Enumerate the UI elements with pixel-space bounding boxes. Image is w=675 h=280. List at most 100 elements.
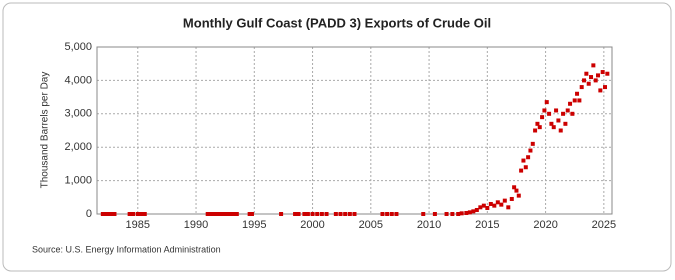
point — [394, 212, 399, 216]
point — [542, 108, 547, 113]
point — [385, 212, 390, 216]
point — [547, 111, 552, 116]
point — [523, 165, 528, 170]
point — [112, 212, 117, 216]
point — [579, 85, 584, 90]
point — [544, 100, 549, 105]
point — [459, 211, 464, 216]
point — [305, 212, 310, 216]
point — [421, 212, 426, 216]
point — [450, 212, 455, 216]
point — [572, 98, 577, 103]
x-tick-label: 2020 — [533, 219, 557, 231]
point — [565, 108, 570, 113]
point — [234, 212, 239, 216]
x-tick-label: 2010 — [417, 219, 441, 231]
point — [127, 212, 132, 216]
x-tick-label: 1995 — [242, 219, 266, 231]
point — [249, 212, 254, 216]
point — [214, 212, 219, 216]
point — [591, 63, 596, 68]
point — [570, 111, 575, 116]
point — [347, 212, 352, 216]
y-tick-label: 4,000 — [64, 74, 92, 86]
point — [526, 155, 531, 160]
point — [293, 212, 298, 216]
frame — [2, 2, 672, 272]
point — [485, 205, 490, 210]
point — [211, 212, 216, 216]
point — [561, 111, 566, 116]
point — [217, 212, 222, 216]
point — [509, 196, 514, 201]
point — [586, 81, 591, 86]
point — [582, 78, 587, 83]
point — [456, 212, 461, 216]
point — [551, 125, 556, 130]
point — [220, 212, 225, 216]
point — [575, 91, 580, 96]
point — [512, 185, 517, 190]
point — [471, 209, 476, 214]
point — [205, 212, 210, 216]
point — [603, 85, 608, 90]
point — [319, 212, 324, 216]
x-tick-label: 2005 — [359, 219, 383, 231]
point — [432, 212, 437, 216]
point — [600, 70, 605, 75]
point — [481, 203, 486, 208]
point — [389, 212, 394, 216]
x-tick-label: 1990 — [184, 219, 208, 231]
point — [598, 88, 603, 93]
point — [464, 210, 469, 215]
point — [474, 207, 479, 212]
point — [568, 101, 573, 106]
point — [535, 121, 540, 126]
point — [605, 71, 610, 76]
point — [540, 115, 545, 120]
point — [296, 212, 301, 216]
point — [521, 158, 526, 163]
point — [208, 212, 213, 216]
point — [549, 121, 554, 126]
point — [563, 121, 568, 126]
point — [352, 212, 357, 216]
point — [556, 118, 561, 123]
point — [516, 193, 521, 198]
y-tick-label: 3,000 — [64, 108, 92, 120]
point — [103, 212, 108, 216]
point — [558, 128, 563, 133]
y-tick-label: 1,000 — [64, 175, 92, 187]
point — [584, 71, 589, 76]
point — [226, 212, 231, 216]
x-tick-label: 2025 — [592, 219, 616, 231]
point — [495, 200, 500, 205]
point — [343, 212, 348, 216]
point — [502, 198, 507, 203]
point — [338, 212, 343, 216]
point — [537, 125, 542, 130]
point — [488, 201, 493, 206]
point — [514, 188, 519, 193]
point — [593, 78, 598, 83]
point — [596, 73, 601, 78]
point — [231, 212, 236, 216]
y-tick-label: 2,000 — [64, 141, 92, 153]
point — [530, 141, 535, 146]
point — [506, 205, 511, 210]
point — [279, 212, 284, 216]
point — [499, 202, 504, 207]
y-tick-label: 5,000 — [64, 41, 92, 53]
point — [135, 212, 140, 216]
point — [467, 210, 472, 215]
point — [380, 212, 385, 216]
point — [589, 75, 594, 80]
point — [444, 212, 449, 216]
point — [310, 212, 315, 216]
point — [100, 212, 105, 216]
point — [302, 212, 307, 216]
point — [519, 168, 524, 173]
chart-title: Monthly Gulf Coast (PADD 3) Exports of C… — [183, 15, 491, 30]
source: Source: U.S. Energy Information Administ… — [32, 244, 221, 254]
